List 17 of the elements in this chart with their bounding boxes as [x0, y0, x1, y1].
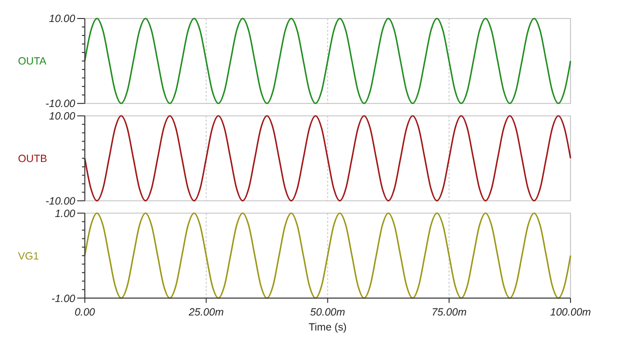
y-tick-label: 10.00 — [48, 14, 76, 26]
y-tick-label: 10.00 — [48, 112, 76, 123]
line-series — [84, 18, 572, 104]
y-axis-title: VG1 — [18, 251, 40, 262]
y-axis-title: OUTB — [18, 154, 48, 165]
x-tick-label: 100.00m — [550, 307, 592, 318]
x-tick-label: 75.00m — [432, 307, 467, 318]
y-tick-label: -10.00 — [46, 99, 76, 110]
y-axis-title: OUTA — [18, 56, 46, 68]
x-tick-label: 0.00 — [74, 307, 96, 318]
x-tick-label: 50.00m — [310, 307, 346, 318]
y-tick-label: -1.00 — [51, 294, 76, 305]
line-series — [84, 115, 572, 202]
y-tick-label: -10.00 — [46, 196, 76, 208]
x-axis-title: Time (s) — [308, 322, 347, 334]
y-tick-label: 1.00 — [54, 208, 76, 220]
x-tick-label: 25.00m — [188, 307, 224, 318]
